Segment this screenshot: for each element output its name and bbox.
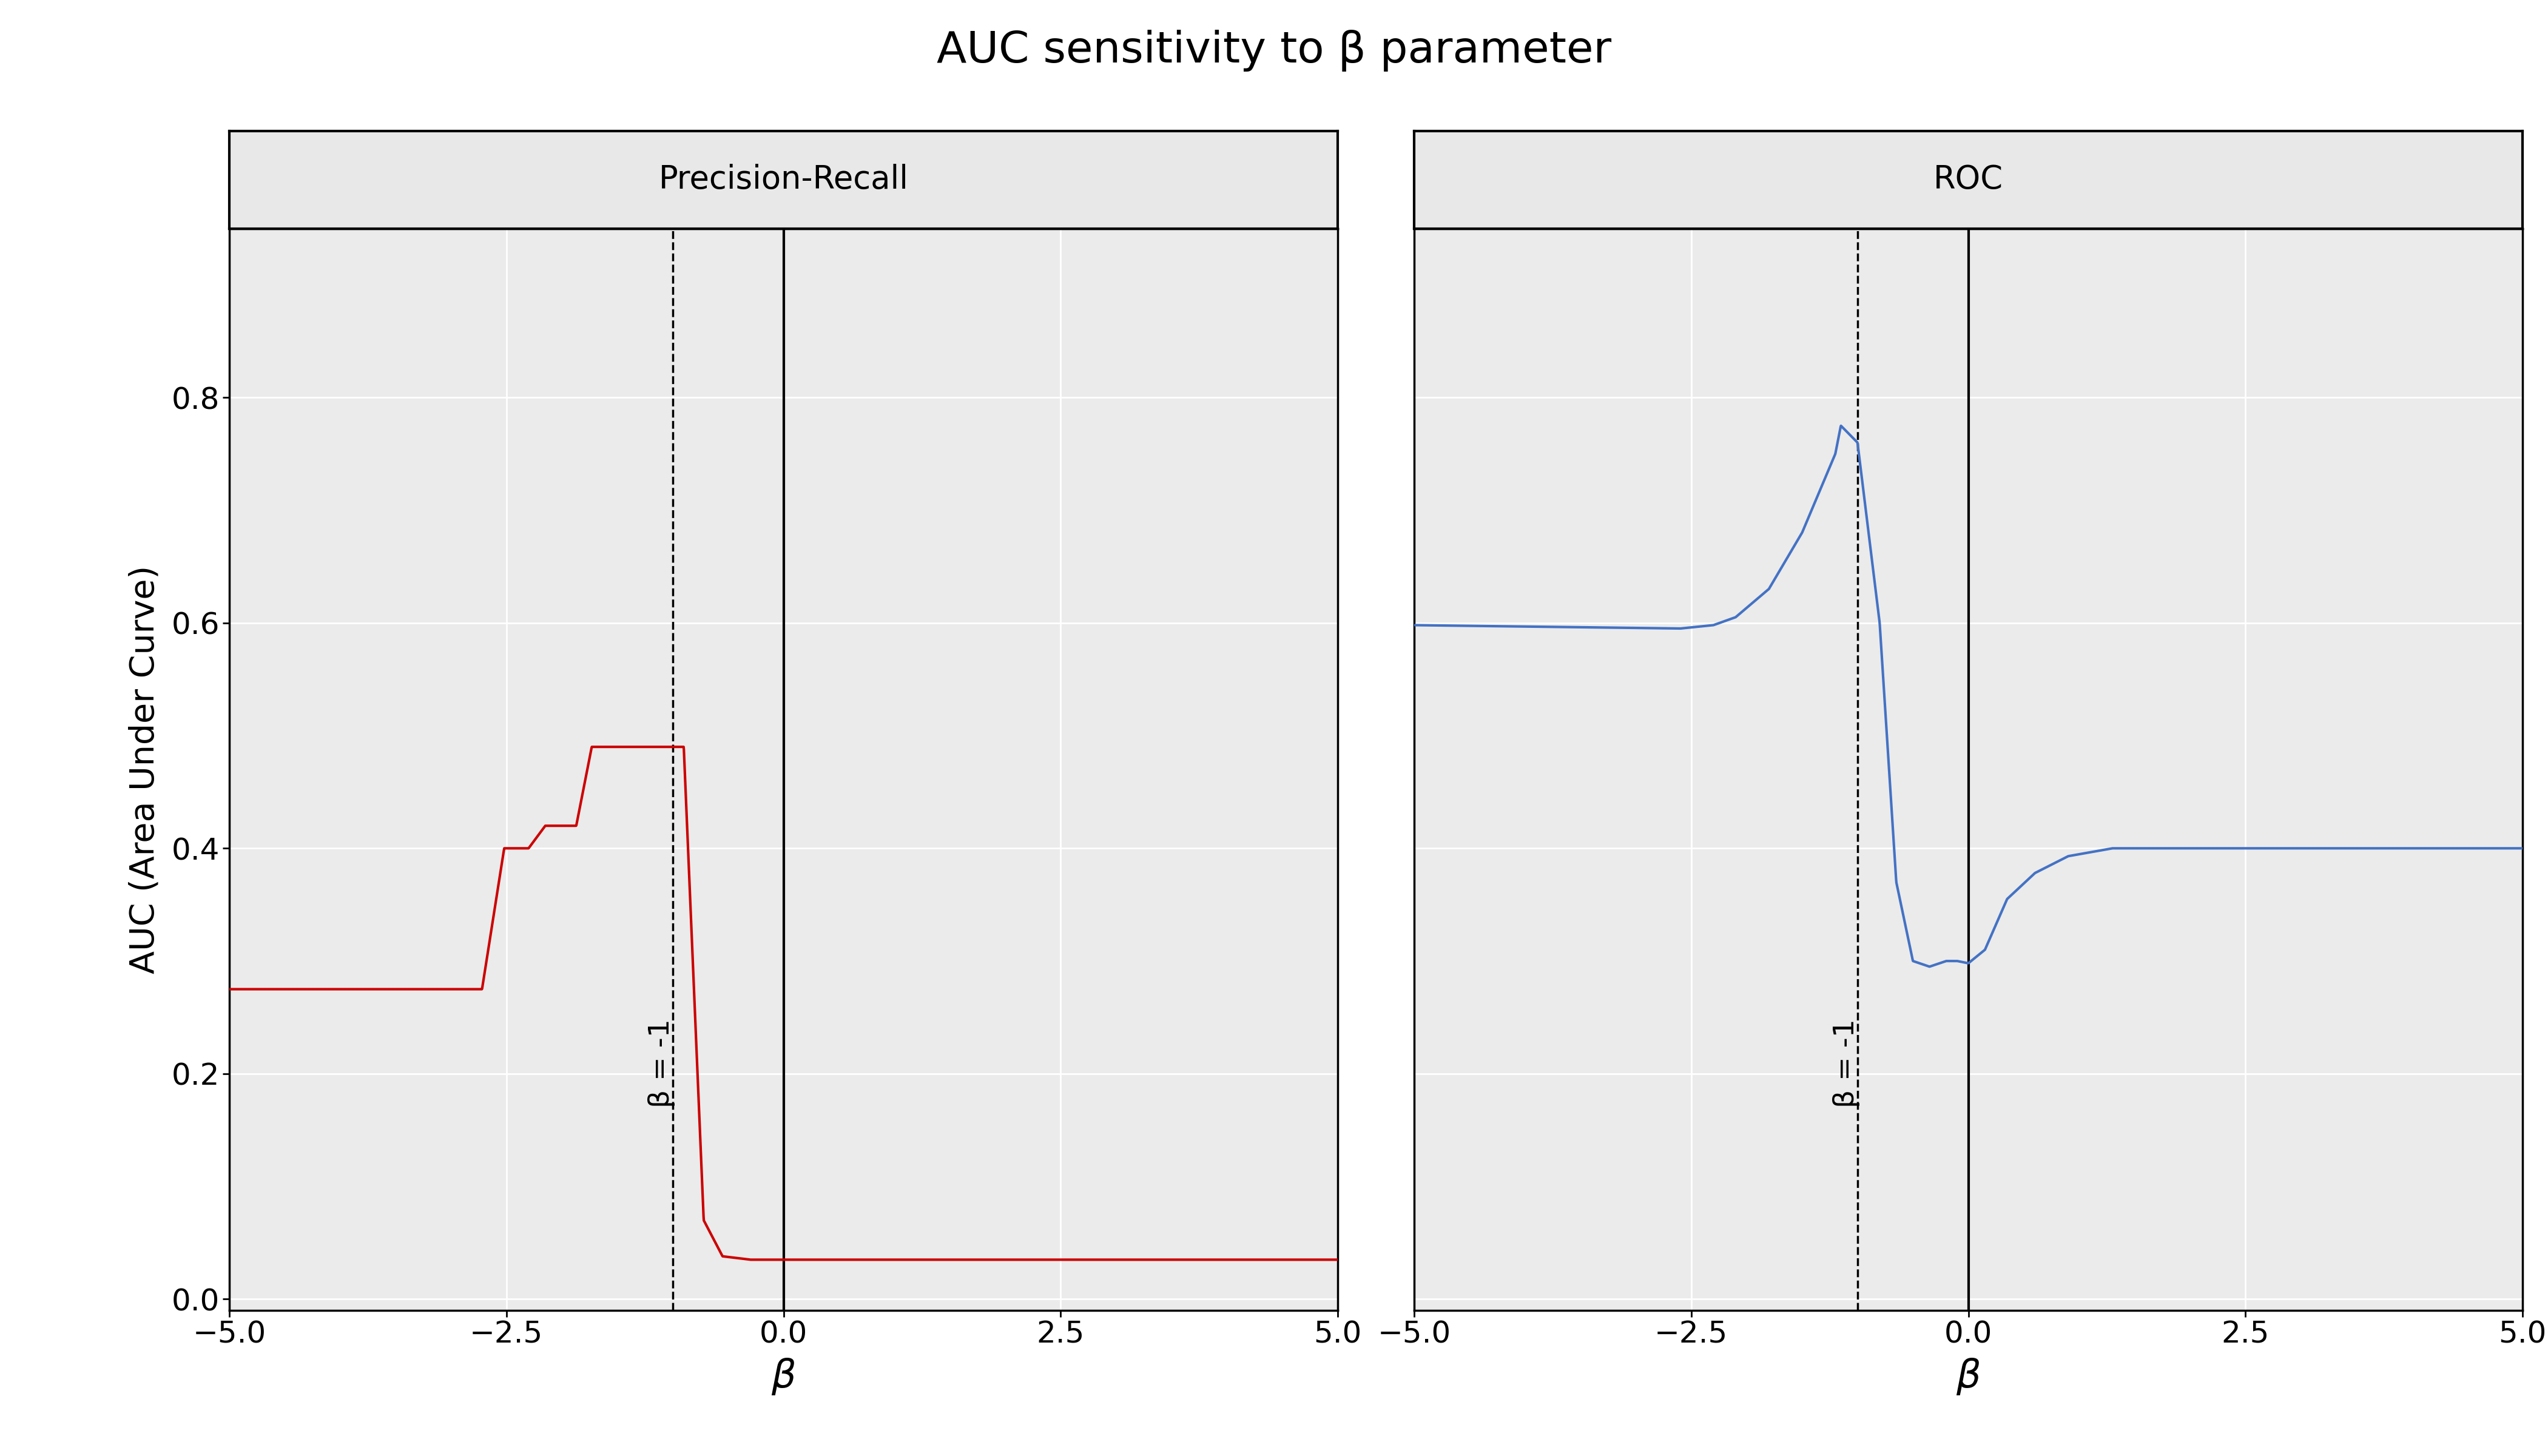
Text: AUC sensitivity to β parameter: AUC sensitivity to β parameter (938, 31, 1610, 71)
Text: ROC: ROC (1934, 165, 2003, 195)
Y-axis label: AUC (Area Under Curve): AUC (Area Under Curve) (127, 565, 161, 974)
Text: Precision-Recall: Precision-Recall (657, 165, 910, 195)
Text: β = -1: β = -1 (1832, 1019, 1860, 1108)
X-axis label: β: β (1957, 1357, 1980, 1395)
X-axis label: β: β (772, 1357, 795, 1395)
Text: β = -1: β = -1 (647, 1019, 675, 1108)
